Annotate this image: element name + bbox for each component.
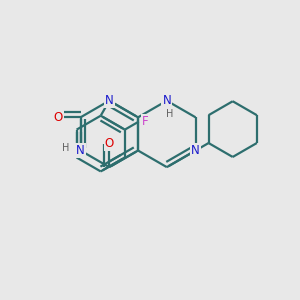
Text: N: N [105,94,114,107]
Text: N: N [162,94,171,107]
Text: H: H [62,143,69,153]
Text: O: O [105,137,114,150]
Text: F: F [142,115,148,128]
Text: N: N [191,144,200,157]
Text: O: O [53,111,63,124]
Text: H: H [166,109,174,118]
Text: N: N [76,144,85,157]
